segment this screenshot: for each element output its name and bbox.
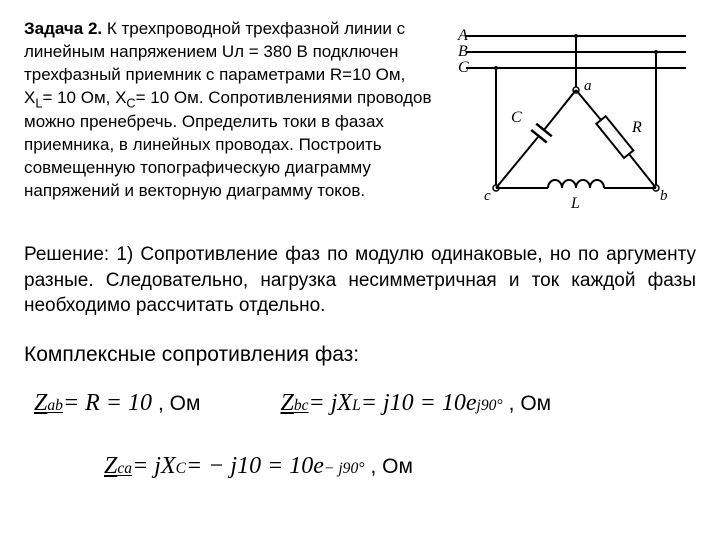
label-Cc: C — [511, 109, 522, 126]
capacitor-C: C — [496, 90, 576, 188]
label-R: R — [631, 119, 642, 136]
xc-subscript: C — [126, 95, 135, 110]
resistor-R: R — [576, 90, 656, 188]
label-B: B — [458, 43, 468, 60]
problem-title: Задача 2. — [24, 19, 102, 38]
node-c: c — [484, 188, 491, 204]
formula-zca: Zca = jXC = − j10 = 10e− j90° — [104, 450, 365, 482]
unit-zbc: , Ом — [509, 390, 551, 418]
problem-body-2: = 10 Ом, X — [42, 88, 126, 107]
unit-zab: , Ом — [158, 390, 200, 418]
circuit-diagram: A B C a b c — [456, 18, 696, 218]
formula-zab: Zab = R = 10 — [34, 387, 152, 419]
label-A: A — [457, 27, 468, 44]
formula-zbc: Zbc = jXL = j10 = 10e j90° — [280, 387, 502, 419]
problem-statement: Задача 2. К трехпроводной трехфазной лин… — [24, 18, 438, 218]
label-L: L — [570, 195, 580, 212]
unit-zca: , Ом — [371, 453, 413, 481]
node-b: b — [660, 188, 668, 204]
inductor-L: L — [496, 180, 656, 212]
solution-text: Решение: 1) Сопротивление фаз по модулю … — [24, 242, 696, 319]
formula-row-1: Zab = R = 10 , Ом Zbc = jXL = j10 = 10e … — [24, 387, 696, 419]
section-title: Комплексные сопротивления фаз: — [24, 341, 696, 369]
node-a: a — [584, 78, 592, 94]
label-C: C — [458, 59, 469, 76]
formula-row-2: Zca = jXC = − j10 = 10e− j90° , Ом — [24, 450, 696, 482]
